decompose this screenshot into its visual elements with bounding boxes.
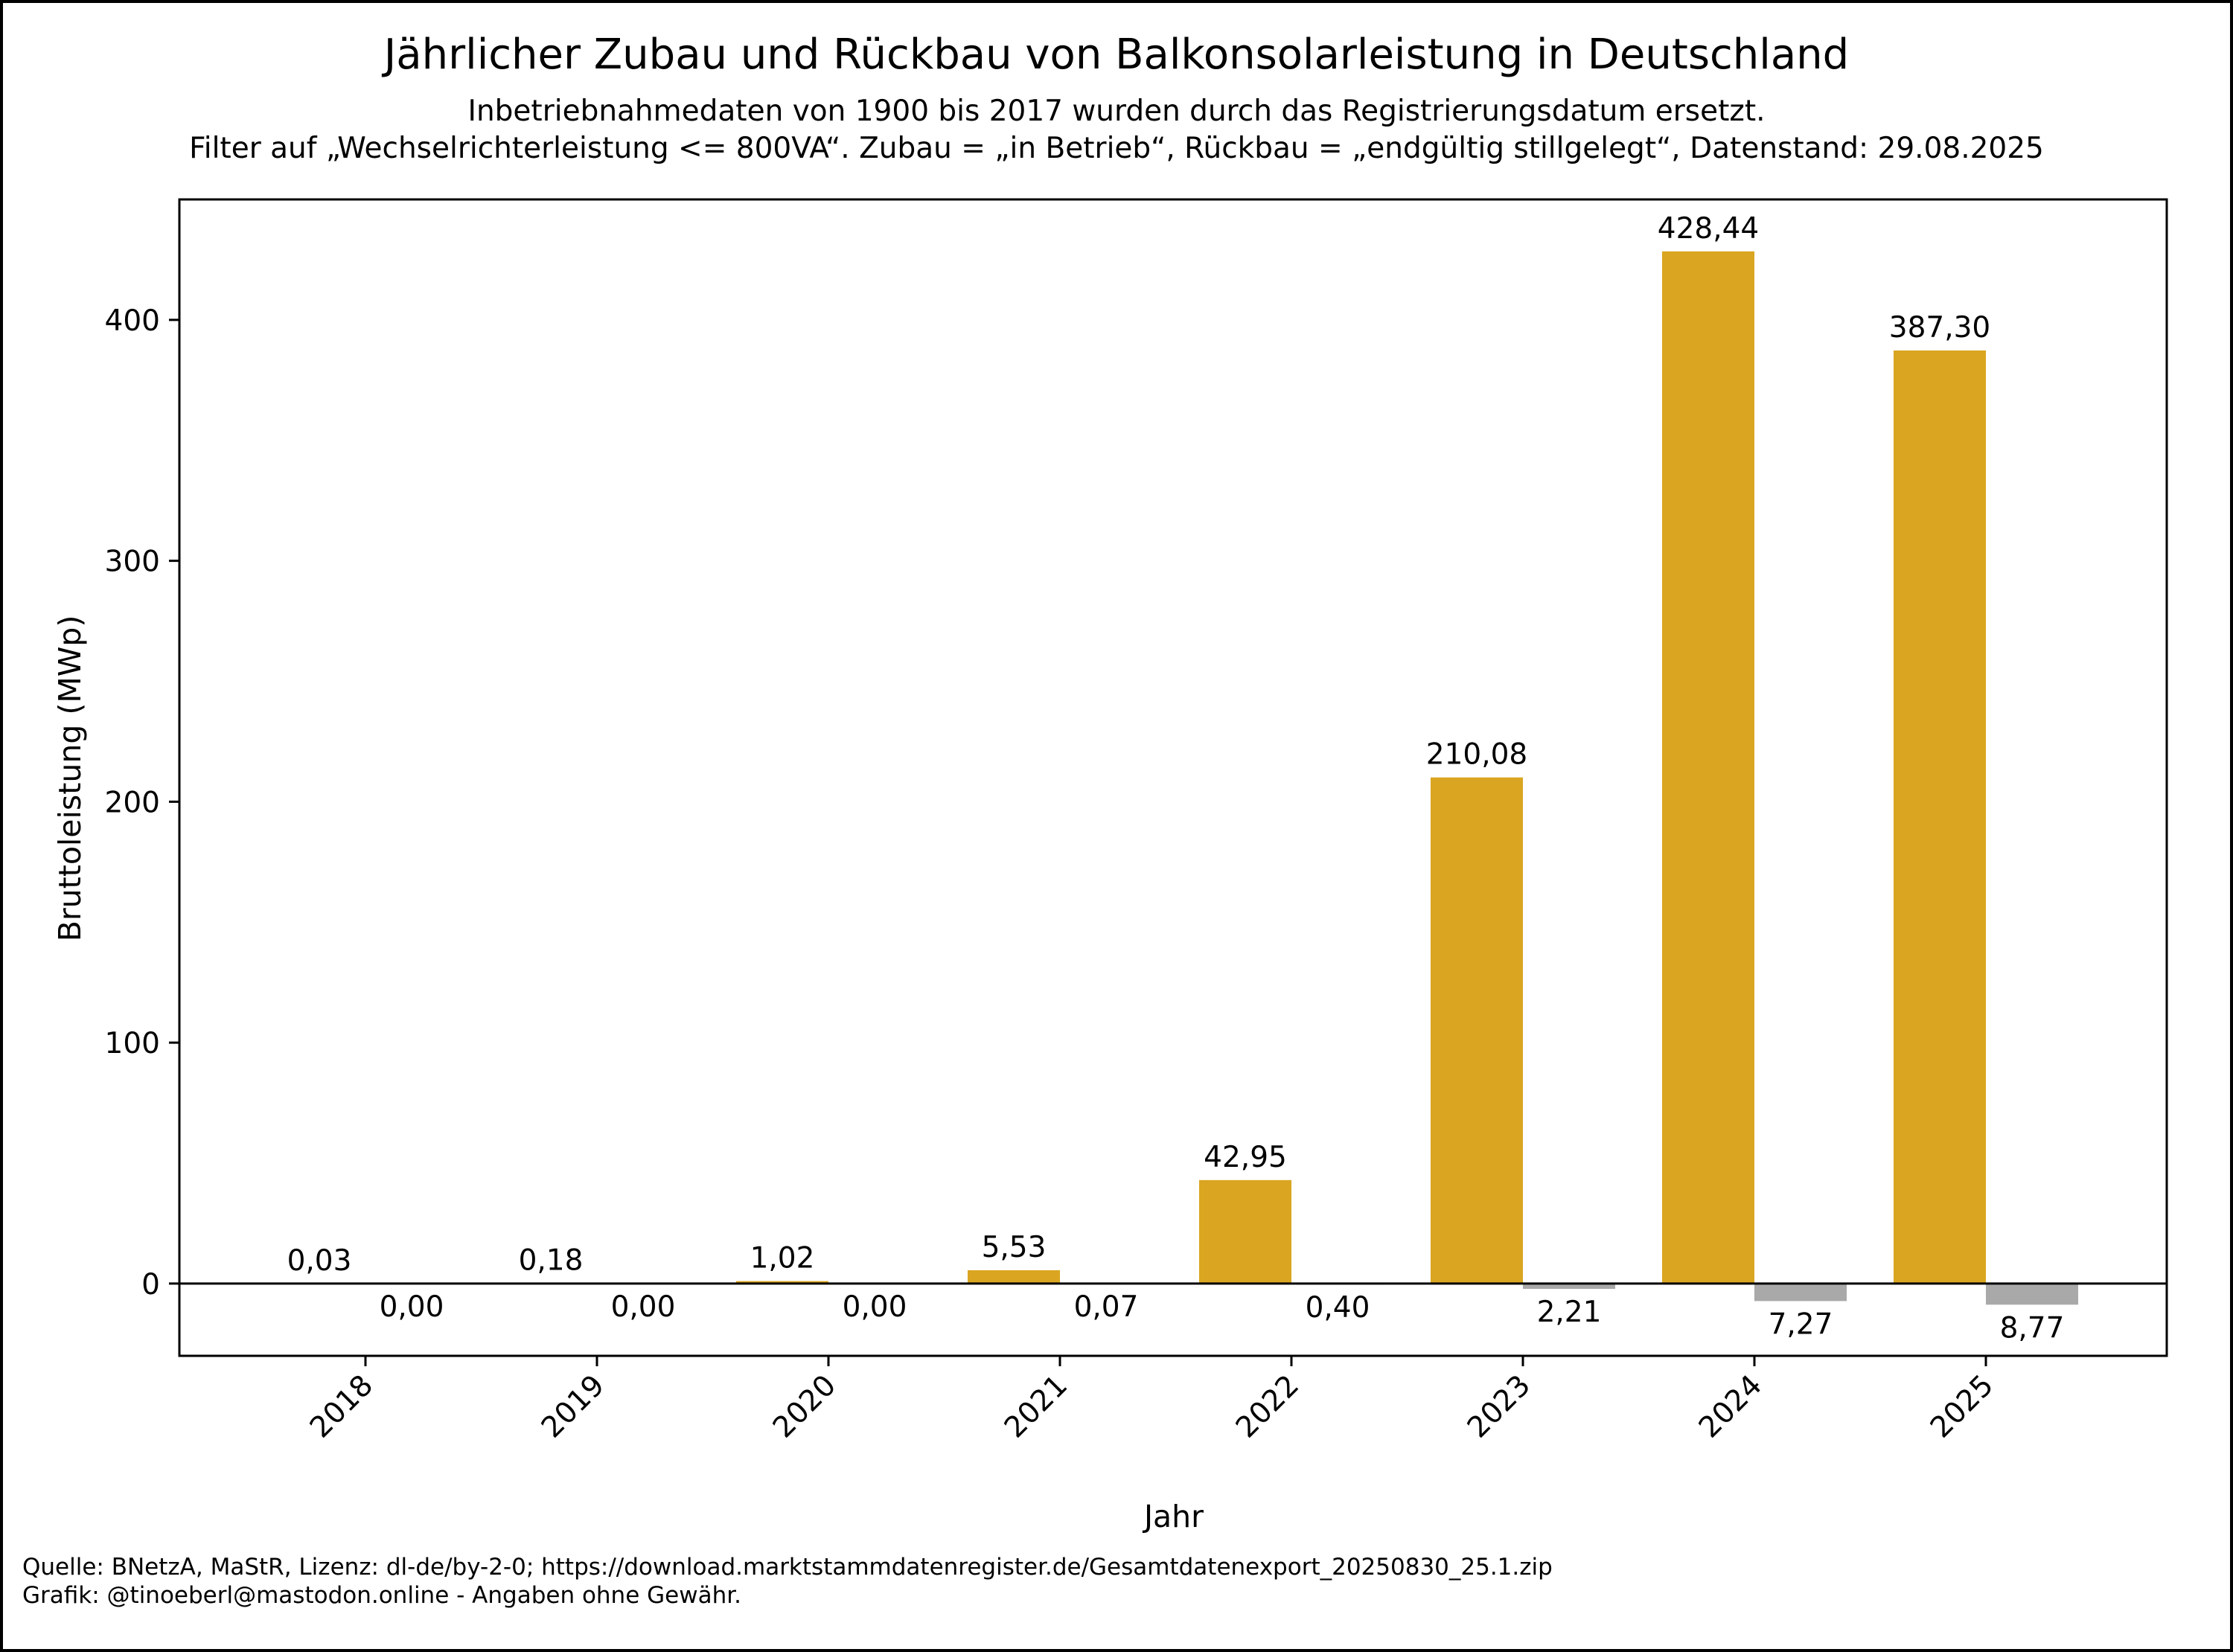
- y-tick-label-400: 400: [105, 304, 160, 338]
- rueckbau-label-2024: 7,27: [1769, 1307, 1833, 1341]
- rueckbau-label-2023: 2,21: [1537, 1296, 1602, 1329]
- zubau-label-2025: 387,30: [1889, 311, 1990, 345]
- zubau-label-2019: 0,18: [519, 1243, 584, 1277]
- zubau-bar-2023: [1431, 777, 1523, 1284]
- footer-credit: Grafik: @tinoeberl@mastodon.online - Ang…: [22, 1582, 741, 1609]
- rueckbau-label-2021: 0,07: [1074, 1290, 1139, 1324]
- x-tick-label-2022: 2022: [1230, 1368, 1306, 1444]
- chart-subtitle-line-2: Filter auf „Wechselrichterleistung <= 80…: [189, 132, 2044, 165]
- chart-title: Jährlicher Zubau und Rückbau von Balkons…: [382, 31, 1849, 79]
- zubau-label-2024: 428,44: [1658, 212, 1759, 246]
- y-tick-label-300: 300: [105, 545, 160, 579]
- rueckbau-label-2025: 8,77: [2000, 1311, 2065, 1345]
- zubau-label-2022: 42,95: [1204, 1141, 1287, 1174]
- x-tick-label-2021: 2021: [998, 1368, 1074, 1444]
- zubau-label-2018: 0,03: [287, 1244, 352, 1278]
- rueckbau-label-2019: 0,00: [611, 1290, 676, 1324]
- zubau-label-2023: 210,08: [1426, 738, 1527, 772]
- y-tick-label-0: 0: [141, 1268, 160, 1302]
- x-tick-label-2018: 2018: [304, 1368, 380, 1444]
- zubau-bar-2022: [1199, 1179, 1291, 1284]
- y-tick-label-100: 100: [105, 1027, 160, 1060]
- x-tick-label-2020: 2020: [767, 1368, 843, 1444]
- chart-svg: Jährlicher Zubau und Rückbau von Balkons…: [22, 31, 2168, 1609]
- zubau-label-2020: 1,02: [750, 1242, 815, 1275]
- zubau-bar-2024: [1662, 251, 1754, 1284]
- zubau-label-2021: 5,53: [982, 1231, 1047, 1264]
- x-tick-label-2023: 2023: [1461, 1368, 1537, 1444]
- y-axis-label: Bruttoleistung (MWp): [52, 615, 88, 942]
- zubau-bar-2025: [1894, 350, 1986, 1284]
- rueckbau-bar-2024: [1754, 1283, 1847, 1302]
- x-tick-label-2024: 2024: [1693, 1368, 1769, 1444]
- x-tick-label-2025: 2025: [1924, 1368, 2000, 1444]
- plot-frame: [178, 198, 2168, 1357]
- rueckbau-label-2018: 0,00: [380, 1290, 444, 1324]
- chart-subtitle-line-1: Inbetriebnahmedaten von 1900 bis 2017 wu…: [467, 95, 1765, 128]
- zubau-bar-2021: [968, 1270, 1060, 1284]
- y-tick-label-200: 200: [105, 786, 160, 819]
- zubau-bar-2020: [736, 1281, 828, 1284]
- footer-source: Quelle: BNetzA, MaStR, Lizenz: dl-de/by-…: [22, 1554, 1553, 1581]
- x-tick-label-2019: 2019: [535, 1368, 611, 1444]
- plot-area: 0,03 0,00 0,18 0,00 1,02 0,00 5,53 0,07 42,95 0,4…: [105, 198, 2168, 1444]
- rueckbau-bar-2023: [1523, 1283, 1615, 1290]
- rueckbau-label-2020: 0,00: [843, 1290, 907, 1324]
- rueckbau-bar-2025: [1986, 1283, 2078, 1305]
- rueckbau-label-2022: 0,40: [1306, 1291, 1370, 1325]
- x-axis-label: Jahr: [1142, 1499, 1204, 1534]
